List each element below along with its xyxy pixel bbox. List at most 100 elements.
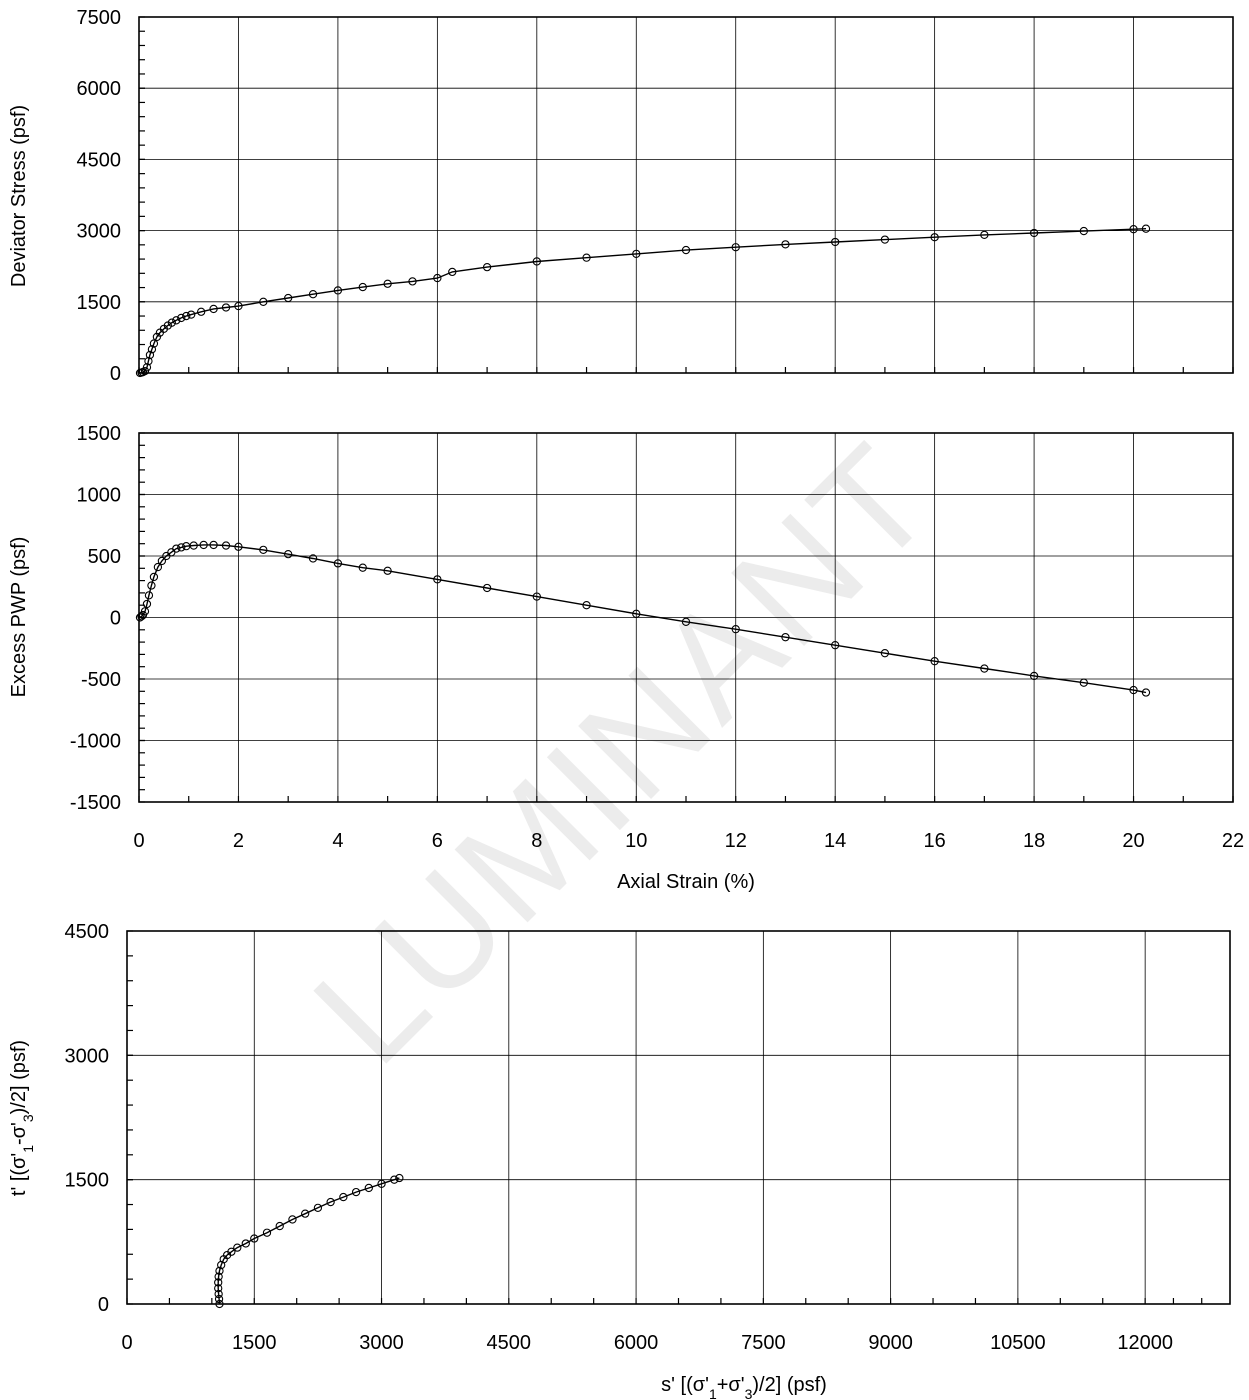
- luminant-watermark: LUMINANT: [281, 411, 965, 1095]
- strain-x-tick-label: 18: [1023, 830, 1045, 852]
- data-point-marker: [781, 633, 790, 642]
- stress-path-x-tick-label: 0: [121, 1332, 132, 1354]
- data-point-marker: [980, 664, 989, 673]
- data-point-marker: [532, 257, 541, 266]
- deviator-y-tick-label: 7500: [77, 7, 122, 29]
- data-point-marker: [1141, 688, 1151, 697]
- stress-path-curve: [217, 1177, 400, 1305]
- data-point-marker: [1029, 671, 1039, 681]
- stress-path-x-tick-label: 6000: [614, 1332, 659, 1354]
- deviator-stress-chart: 0 1500 3000 4500 6000 7500 Deviator Stre…: [8, 7, 1234, 385]
- data-point-marker: [153, 562, 163, 572]
- data-point-marker: [149, 572, 159, 582]
- excess-pwp-points: [135, 540, 1151, 697]
- stress-path-plot-frame: [126, 930, 1231, 1305]
- data-point-marker: [145, 350, 155, 360]
- data-point-marker: [1029, 228, 1039, 238]
- data-point-marker: [241, 1239, 250, 1248]
- data-point-marker: [351, 1187, 361, 1197]
- data-point-marker: [233, 1243, 242, 1252]
- data-point-marker: [157, 556, 167, 566]
- data-point-marker: [333, 559, 343, 568]
- data-point-marker: [172, 544, 181, 553]
- data-point-marker: [262, 1228, 272, 1237]
- data-point-marker: [234, 542, 243, 551]
- deviator-stress-points: [135, 224, 1151, 378]
- strain-x-tick-label: 22: [1222, 830, 1244, 852]
- data-point-marker: [167, 318, 176, 327]
- data-point-marker: [1141, 224, 1151, 233]
- data-point-marker: [301, 1209, 310, 1218]
- data-point-marker: [831, 641, 840, 650]
- stress-path-x-tick-label: 1500: [232, 1332, 277, 1354]
- pwp-y-tick-labels: -1500 -1000 -500 0 500 1000 1500: [70, 423, 121, 814]
- strain-x-tick-label: 14: [824, 830, 846, 852]
- data-point-marker: [880, 235, 890, 244]
- pwp-y-tick-label: 500: [88, 546, 121, 568]
- data-point-marker: [221, 541, 231, 550]
- data-point-marker: [1129, 225, 1138, 234]
- stress-path-x-tick-label: 10500: [990, 1332, 1046, 1354]
- deviator-minor-ticks: [138, 16, 1234, 374]
- data-point-marker: [177, 543, 186, 552]
- strain-x-tick-label: 2: [233, 830, 244, 852]
- data-point-marker: [199, 540, 208, 550]
- deviator-y-tick-labels: 0 1500 3000 4500 6000 7500: [77, 7, 122, 385]
- strain-x-tick-label: 10: [625, 830, 647, 852]
- data-point-marker: [582, 601, 591, 610]
- stress-path-y-tick-label: 1500: [65, 1170, 110, 1192]
- t-label-part: t' [(σ': [8, 1153, 30, 1196]
- strain-x-axis-title: Axial Strain (%): [617, 871, 755, 893]
- data-point-marker: [681, 617, 691, 626]
- strain-x-tick-label: 4: [332, 830, 343, 852]
- pwp-y-tick-label: 1000: [77, 485, 122, 507]
- strain-x-tick-labels: 0 2 4 6 8 10 12 14 16 18 20 22: [133, 830, 1244, 852]
- data-point-marker: [214, 1289, 223, 1299]
- data-point-marker: [448, 267, 457, 277]
- stress-path-gridlines: [127, 931, 1230, 1304]
- data-point-marker: [482, 583, 492, 593]
- stress-path-x-tick-labels: 0 1500 3000 4500 6000 7500 9000 10500 12…: [121, 1332, 1173, 1354]
- data-point-marker: [364, 1183, 373, 1193]
- deviator-stress-curve: [139, 228, 1147, 374]
- s-label-part: +σ': [717, 1374, 745, 1396]
- data-point-marker: [149, 339, 159, 348]
- data-point-marker: [147, 581, 156, 590]
- t-label-part: )/2] (psf): [8, 1040, 30, 1114]
- strain-x-tick-label: 16: [924, 830, 946, 852]
- data-point-marker: [214, 1272, 223, 1281]
- data-point-marker: [144, 356, 153, 366]
- data-point-marker: [214, 1294, 224, 1304]
- data-point-marker: [221, 303, 231, 312]
- t-label-part: -σ': [8, 1122, 30, 1145]
- stress-path-x-tick-label: 7500: [741, 1332, 786, 1354]
- s-label-part: s' [(σ': [661, 1374, 709, 1396]
- data-point-marker: [177, 313, 186, 323]
- data-point-marker: [358, 282, 367, 292]
- t-label-sub-1: 1: [20, 1145, 36, 1153]
- s-label-sub-1: 1: [709, 1386, 717, 1400]
- stress-path-y-tick-labels: 0 1500 3000 4500: [65, 921, 110, 1316]
- pwp-plot-frame: [138, 432, 1234, 803]
- data-point-marker: [284, 550, 293, 559]
- data-point-marker: [358, 563, 367, 572]
- data-point-marker: [433, 273, 442, 283]
- data-point-marker: [313, 1203, 323, 1212]
- data-point-marker: [308, 554, 318, 563]
- strain-x-tick-label: 0: [133, 830, 144, 852]
- data-point-marker: [582, 253, 591, 262]
- pwp-y-tick-label: -1000: [70, 731, 121, 753]
- data-point-marker: [383, 279, 392, 288]
- stress-path-x-tick-label: 4500: [487, 1332, 532, 1354]
- deviator-plot-frame: [138, 16, 1234, 374]
- data-point-marker: [275, 1221, 284, 1231]
- data-point-marker: [383, 566, 392, 575]
- data-point-marker: [408, 277, 417, 286]
- data-point-marker: [142, 599, 152, 609]
- stress-path-x-tick-label: 12000: [1117, 1332, 1173, 1354]
- strain-x-tick-label: 12: [725, 830, 747, 852]
- pwp-y-tick-label: -1500: [70, 792, 121, 814]
- strain-x-tick-label: 20: [1122, 830, 1144, 852]
- stress-path-x-axis-title: s' [(σ'1+σ'3)/2] (psf): [661, 1374, 827, 1400]
